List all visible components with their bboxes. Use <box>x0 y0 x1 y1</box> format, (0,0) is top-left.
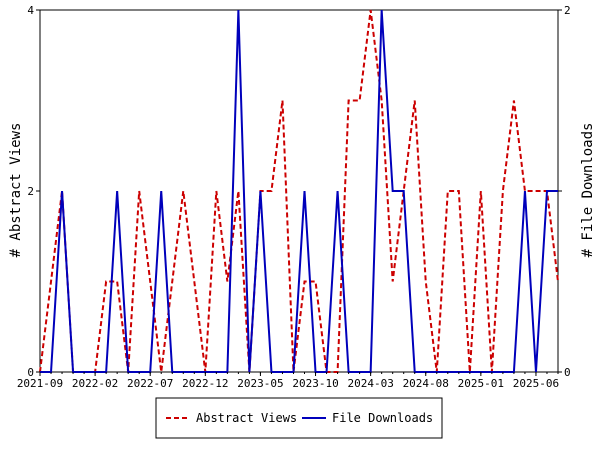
plot-area: 2021-09 2022-02 2022-07 2022-12 2023-05 2023-… <box>17 4 571 390</box>
legend-box <box>155 397 443 439</box>
legend-label-file-downloads: File Downloads <box>332 411 433 425</box>
y-axis-right-title: # File Downloads <box>580 123 596 258</box>
x-tick-label: 2021-09 <box>17 377 63 390</box>
y-left-tick-label: 2 <box>27 185 34 198</box>
x-tick-label: 2025-06 <box>513 377 559 390</box>
series-line-file-downloads <box>40 9 558 373</box>
y-left-tick-label: 4 <box>27 4 34 17</box>
y-right-tick-label: 0 <box>564 366 571 379</box>
x-tick-label: 2024-08 <box>403 377 449 390</box>
legend: Abstract Views File Downloads <box>155 397 443 439</box>
x-tick-label: 2022-02 <box>72 377 118 390</box>
x-tick-label: 2024-03 <box>347 377 393 390</box>
y-left-tick-label: 0 <box>27 366 34 379</box>
y-right-tick-label: 2 <box>564 4 571 17</box>
legend-label-abstract-views: Abstract Views <box>196 411 297 425</box>
x-tick-label: 2022-12 <box>182 377 228 390</box>
x-tick-label: 2022-07 <box>127 377 173 390</box>
x-tick-label: 2023-05 <box>237 377 283 390</box>
x-tick-label: 2025-01 <box>458 377 504 390</box>
y-axis-left-title: # Abstract Views <box>8 123 24 258</box>
x-tick-label: 2023-10 <box>292 377 338 390</box>
